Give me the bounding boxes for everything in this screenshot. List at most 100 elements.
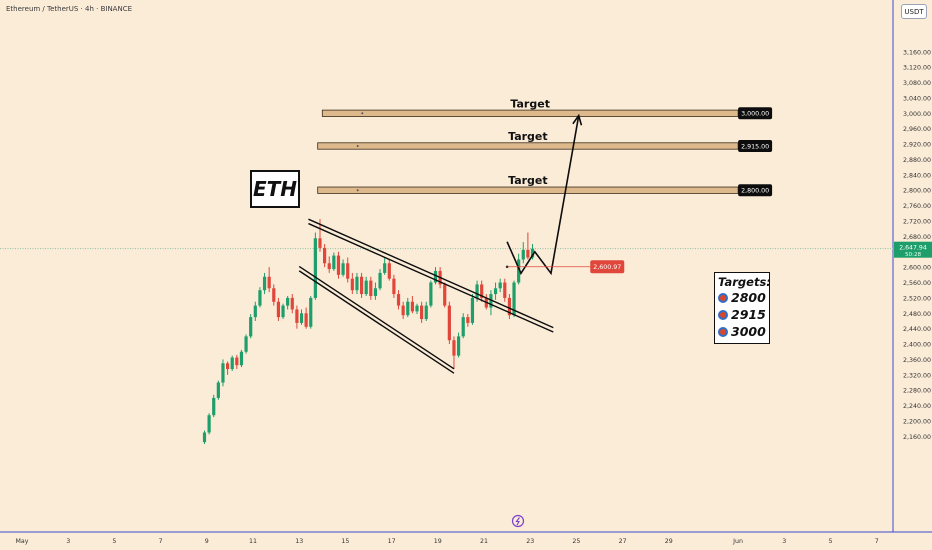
candle-body	[244, 336, 248, 352]
candle-body	[286, 297, 290, 306]
price-tick-label: 2,280.00	[903, 388, 931, 395]
candle-body	[272, 288, 276, 302]
candle-body	[396, 294, 401, 306]
candle-body	[369, 280, 373, 296]
target-icon	[718, 326, 728, 337]
projection-line	[506, 115, 580, 276]
target-row: 2800	[718, 289, 766, 306]
candle-body	[281, 305, 285, 318]
price-tick-label: 2,520.00	[903, 295, 931, 302]
candle-body	[401, 305, 405, 316]
candle-body	[221, 363, 225, 383]
candle-body	[406, 301, 410, 316]
price-tick-label: 3,000.00	[903, 111, 931, 118]
price-tick-label: 2,480.00	[903, 311, 931, 318]
price-tick-label: 2,320.00	[903, 372, 931, 379]
price-tick-label: 2,680.00	[903, 234, 931, 241]
price-tick-label: 2,960.00	[903, 126, 931, 133]
candle-body	[521, 249, 525, 260]
candle-body	[517, 259, 521, 283]
time-tick-label: 11	[249, 538, 257, 545]
price-tick-label: 2,440.00	[903, 326, 931, 333]
candle-body	[415, 305, 419, 312]
candle-body	[276, 301, 281, 318]
candle-body	[383, 263, 387, 273]
time-tick-label: 9	[205, 538, 209, 545]
candle-body	[290, 297, 294, 310]
candle-body	[373, 288, 378, 296]
target-zone-label: Target	[508, 130, 548, 143]
time-tick-label: 25	[572, 538, 580, 545]
currency-button[interactable]: USDT	[901, 4, 927, 19]
candle-body	[341, 263, 345, 275]
candle-body	[216, 382, 220, 398]
candle-body	[253, 305, 257, 318]
price-tick-label: 2,840.00	[903, 172, 931, 179]
candle-body	[489, 294, 493, 308]
candle-body	[443, 284, 447, 306]
candles	[202, 219, 535, 445]
target-zone	[317, 186, 739, 194]
price-tick-label: 2,240.00	[903, 403, 931, 410]
candle-body	[309, 297, 313, 327]
marked-price-anchor	[505, 265, 509, 269]
candle-body	[332, 255, 336, 270]
wedge-lower-line	[298, 270, 455, 374]
price-tick-label: 2,400.00	[903, 342, 931, 349]
price-tick-label: 3,120.00	[903, 65, 931, 72]
target-zone-anchor	[356, 144, 359, 147]
candle-body	[429, 282, 433, 306]
candle-body	[503, 282, 507, 298]
wedge-lower-line	[298, 265, 455, 370]
candle-body	[512, 282, 516, 316]
candle-body	[470, 297, 475, 323]
price-scale: 3,160.00 3,120.00 3,080.00 3,040.00 3,000.00…	[892, 0, 932, 532]
candle-body	[461, 317, 465, 337]
targets-title: Targets:	[718, 275, 771, 289]
target-price-label: 2,800.00	[741, 188, 769, 195]
target-price-tag	[738, 184, 773, 197]
time-tick-label: 5	[828, 538, 832, 545]
candle-body	[225, 363, 230, 370]
price-tick-label: 2,160.00	[903, 434, 931, 441]
candle-body	[262, 276, 267, 291]
price-tick-label: 2,200.00	[903, 418, 931, 425]
candle-body	[239, 351, 244, 366]
target-price-label: 2,915.00	[741, 143, 769, 150]
candle-body	[447, 305, 451, 341]
target-value: 2915	[731, 307, 766, 322]
time-tick-label: 3	[66, 538, 70, 545]
candle-body	[299, 313, 304, 323]
target-value: 2800	[731, 290, 766, 305]
target-row: 2915	[718, 306, 766, 323]
projection-path	[506, 113, 583, 276]
falling-wedge-pattern	[298, 218, 554, 374]
target-zone-anchor	[361, 112, 364, 115]
time-tick-label: 7	[159, 538, 163, 545]
time-tick-label: 19	[434, 538, 442, 545]
price-tick-label: 3,160.00	[903, 49, 931, 56]
target-value: 3000	[731, 324, 766, 339]
lightning-icon	[511, 514, 525, 528]
candle-body	[346, 263, 350, 279]
candle-body	[526, 249, 530, 258]
time-tick-label: May	[15, 538, 28, 545]
candle-body	[235, 357, 239, 366]
candle-body	[207, 415, 211, 433]
candle-body	[350, 278, 354, 291]
time-tick-label: 7	[875, 538, 879, 545]
price-tick-label: 3,080.00	[903, 80, 931, 87]
candle-body	[498, 282, 502, 289]
targets-box: Targets: 2800 2915 3000	[714, 272, 771, 344]
price-tick-label: 3,040.00	[903, 95, 931, 102]
candle-body	[249, 317, 253, 337]
candle-body	[480, 284, 484, 298]
candle-body	[336, 255, 341, 275]
target-zones: Target 3,000.00 Target 2,915.00 Target 2,800.…	[317, 97, 773, 197]
time-scale: May 3 5 7 9 11 13 15 17 19 21 23 25 27 29 Jun 3 5 7	[0, 514, 932, 545]
target-price-tag	[738, 139, 773, 152]
time-tick-label: 23	[526, 538, 534, 545]
candle-body	[202, 432, 207, 443]
